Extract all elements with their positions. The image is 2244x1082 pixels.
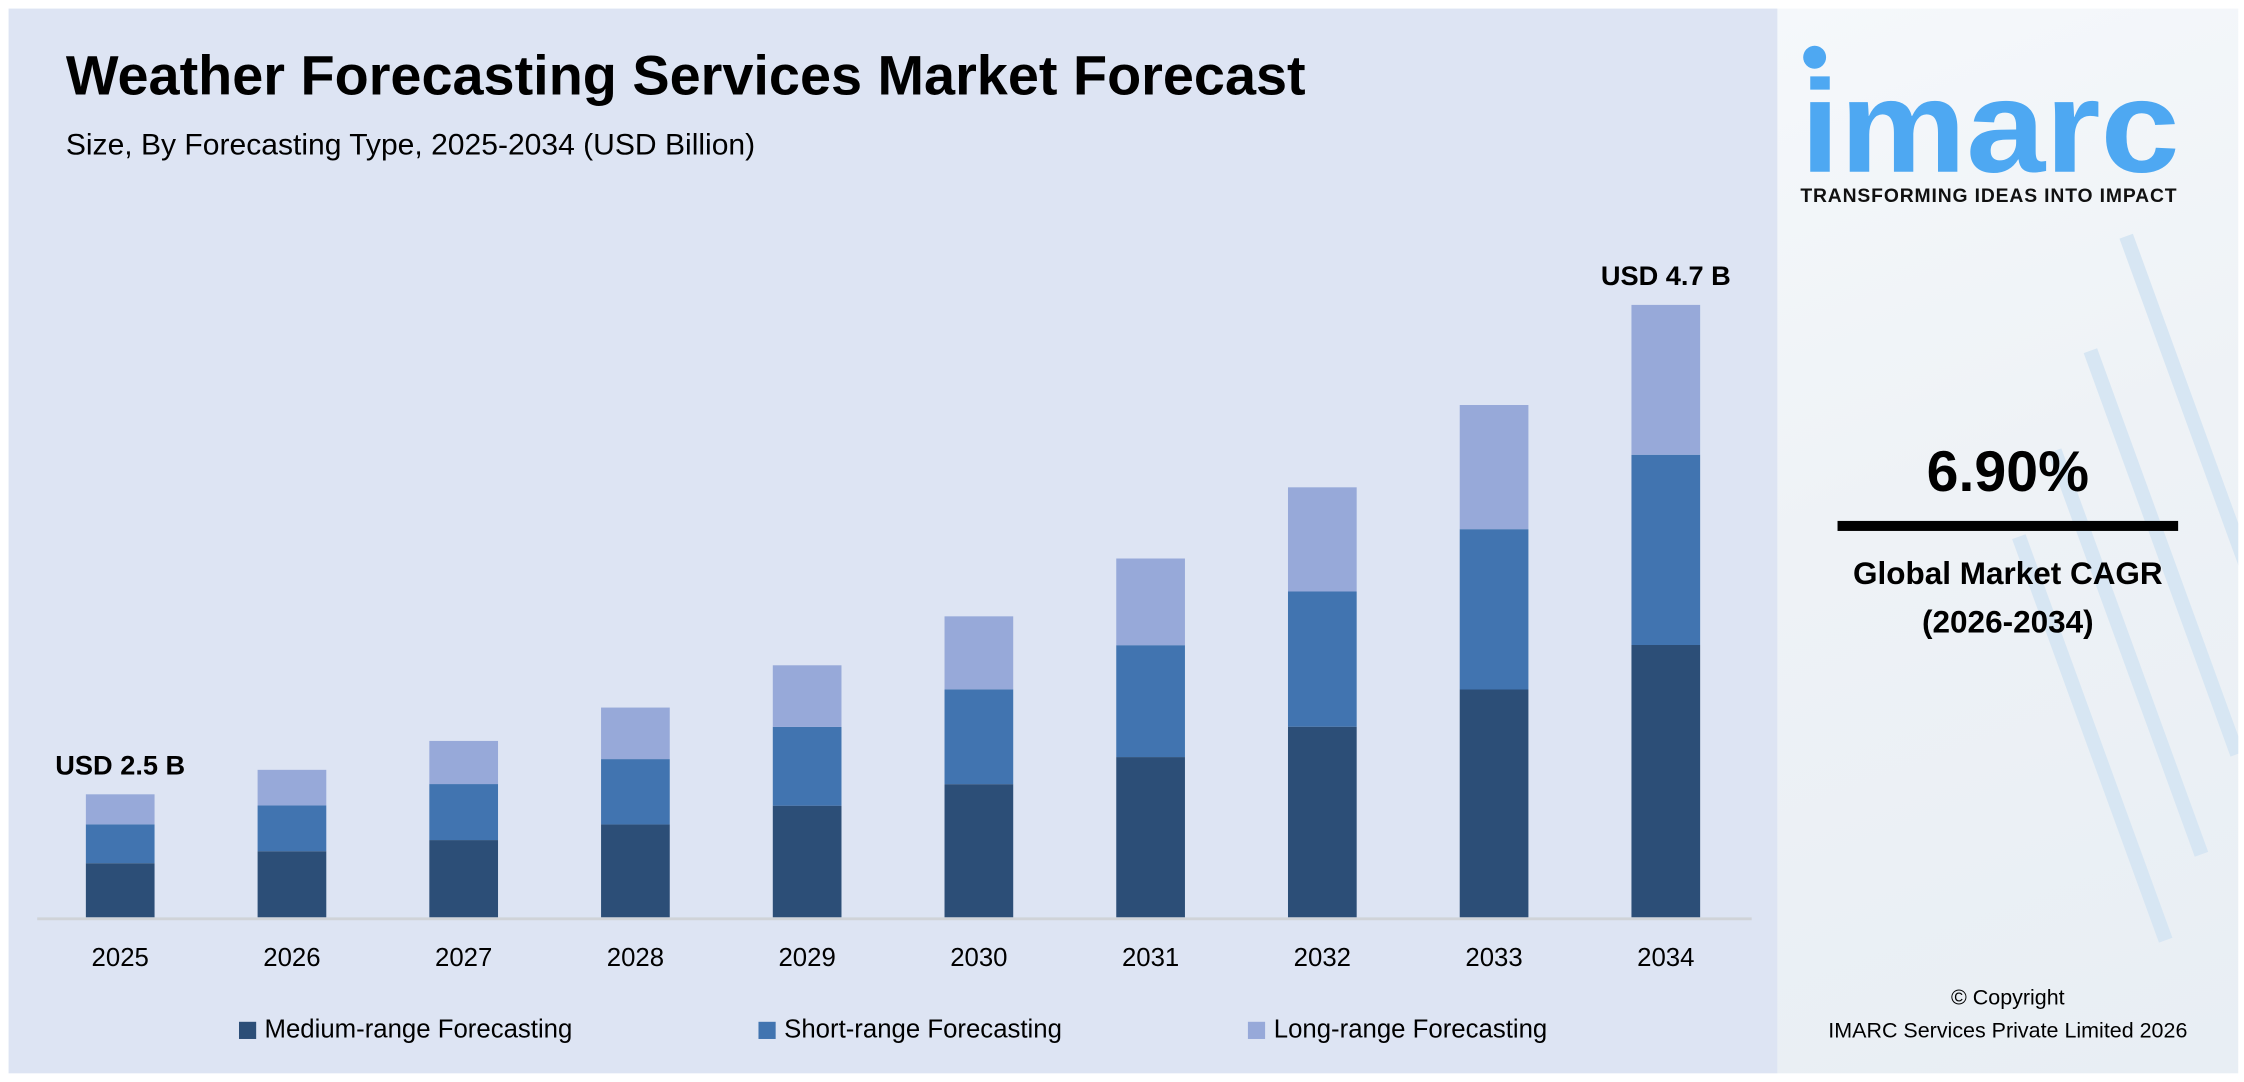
- copyright: © Copyright IMARC Services Private Limit…: [1777, 982, 2238, 1048]
- x-tick-label: 2034: [1637, 944, 1694, 972]
- cagr-label: Global Market CAGR (2026-2034): [1777, 550, 2238, 647]
- chart-title: Weather Forecasting Services Market Fore…: [65, 45, 1306, 108]
- chart-subtitle: Size, By Forecasting Type, 2025-2034 (US…: [65, 128, 756, 162]
- bar-segment: [1116, 558, 1185, 646]
- copyright-line: IMARC Services Private Limited 2026: [1828, 1018, 2188, 1044]
- bar-segment: [944, 616, 1014, 690]
- x-tick-label: 2027: [435, 944, 492, 972]
- bar-segment: [1287, 487, 1357, 592]
- bar-segment: [257, 851, 327, 918]
- x-tick-label: 2025: [92, 944, 149, 972]
- bar-segment: [1287, 591, 1357, 727]
- bar-segment: [601, 824, 670, 918]
- bar-segment: [257, 805, 327, 852]
- bar-segment: [85, 824, 155, 864]
- bar-segment: [429, 740, 499, 785]
- cagr-label-text: Global Market CAGR: [1853, 555, 2163, 592]
- bar-chart: 2025 USD 2.5 B 2026 2027 2028 2029 2030 2031 203…: [37, 260, 1752, 972]
- legend-label: Medium-range Forecasting: [264, 1014, 573, 1044]
- x-tick-label: 2026: [263, 944, 320, 972]
- bar-segment: [85, 794, 155, 825]
- legend-item-short: Short-range Forecasting: [758, 1015, 1062, 1045]
- total-label: USD 4.7 B: [1601, 260, 1731, 291]
- bar-segment: [1287, 726, 1357, 918]
- bar-segment: [429, 840, 499, 918]
- bar-segment: [944, 689, 1014, 785]
- legend: Medium-range Forecasting Short-range For…: [9, 1015, 1778, 1045]
- legend-swatch: [1247, 1021, 1266, 1039]
- bar-segment: [85, 863, 155, 918]
- svg-text:imarc: imarc: [1800, 53, 2179, 183]
- x-tick-label: 2029: [778, 944, 835, 972]
- x-tick-label: 2033: [1465, 944, 1522, 972]
- bar-segment: [772, 726, 842, 806]
- x-tick-label: 2032: [1294, 944, 1351, 972]
- bar-segment: [772, 665, 842, 727]
- legend-swatch: [238, 1021, 256, 1039]
- legend-label: Short-range Forecasting: [784, 1014, 1062, 1044]
- bar-segment: [1459, 689, 1529, 918]
- cagr-value: 6.90%: [1926, 440, 2089, 504]
- bar-segment: [1459, 405, 1529, 530]
- bar-segment: [1116, 645, 1185, 758]
- bar-segment: [257, 769, 327, 806]
- legend-swatch: [758, 1021, 776, 1039]
- legend-item-long: Long-range Forecasting: [1247, 1014, 1548, 1045]
- bar-segment: [601, 707, 670, 760]
- bar-segment: [944, 784, 1014, 918]
- bar-segment: [1459, 529, 1529, 690]
- x-tick-label: 2031: [1122, 944, 1179, 972]
- x-tick-label: 2030: [950, 944, 1007, 972]
- total-label: USD 2.5 B: [55, 749, 185, 780]
- decor-bar: [2047, 448, 2209, 857]
- bar-segment: [772, 805, 842, 918]
- side-panel: imarc TRANSFORMING IDEAS INTO IMPACT 6.9…: [1777, 8, 2239, 1074]
- cagr-period: (2026-2034): [1922, 603, 2094, 640]
- bar-segment: [1631, 454, 1701, 645]
- bar-segment: [1116, 757, 1185, 918]
- legend-item-medium: Medium-range Forecasting: [238, 1014, 573, 1045]
- x-tick-label: 2028: [607, 944, 664, 972]
- tagline: TRANSFORMING IDEAS INTO IMPACT: [1800, 184, 2178, 207]
- bar-segment: [1631, 304, 1701, 455]
- copyright-line: © Copyright: [1950, 986, 2065, 1011]
- legend-label: Long-range Forecasting: [1273, 1014, 1548, 1044]
- divider: [1837, 520, 2179, 531]
- bar-segment: [429, 784, 499, 841]
- bar-segment: [601, 759, 670, 825]
- imarc-logo: imarc: [1800, 45, 2180, 183]
- chart-panel: Weather Forecasting Services Market Fore…: [8, 8, 1778, 1074]
- bar-segment: [1631, 644, 1701, 918]
